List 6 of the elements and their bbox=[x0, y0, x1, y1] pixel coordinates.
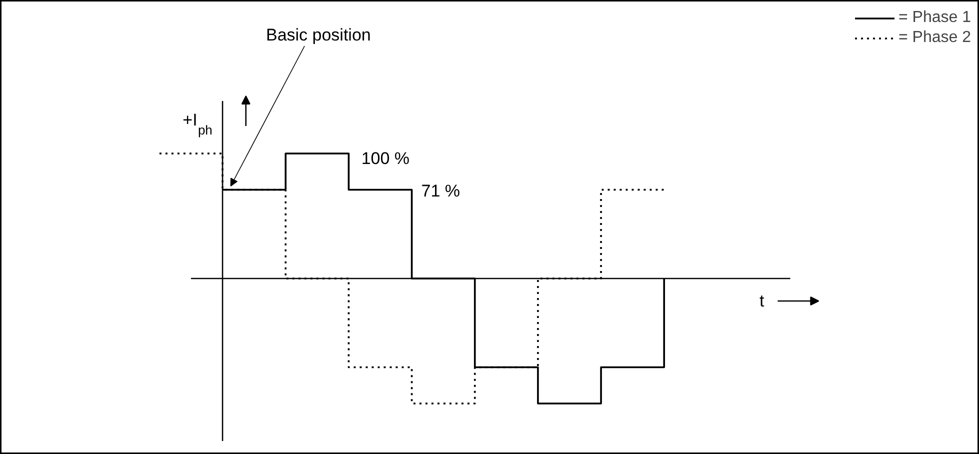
annotation: 71 % bbox=[421, 182, 460, 200]
annotation: 100 % bbox=[361, 149, 410, 168]
legend-label: = Phase 2 bbox=[898, 29, 971, 47]
legend-label: = Phase 1 bbox=[898, 9, 971, 27]
x-axis-title: t bbox=[760, 292, 765, 310]
text: Basic position bbox=[266, 25, 371, 44]
